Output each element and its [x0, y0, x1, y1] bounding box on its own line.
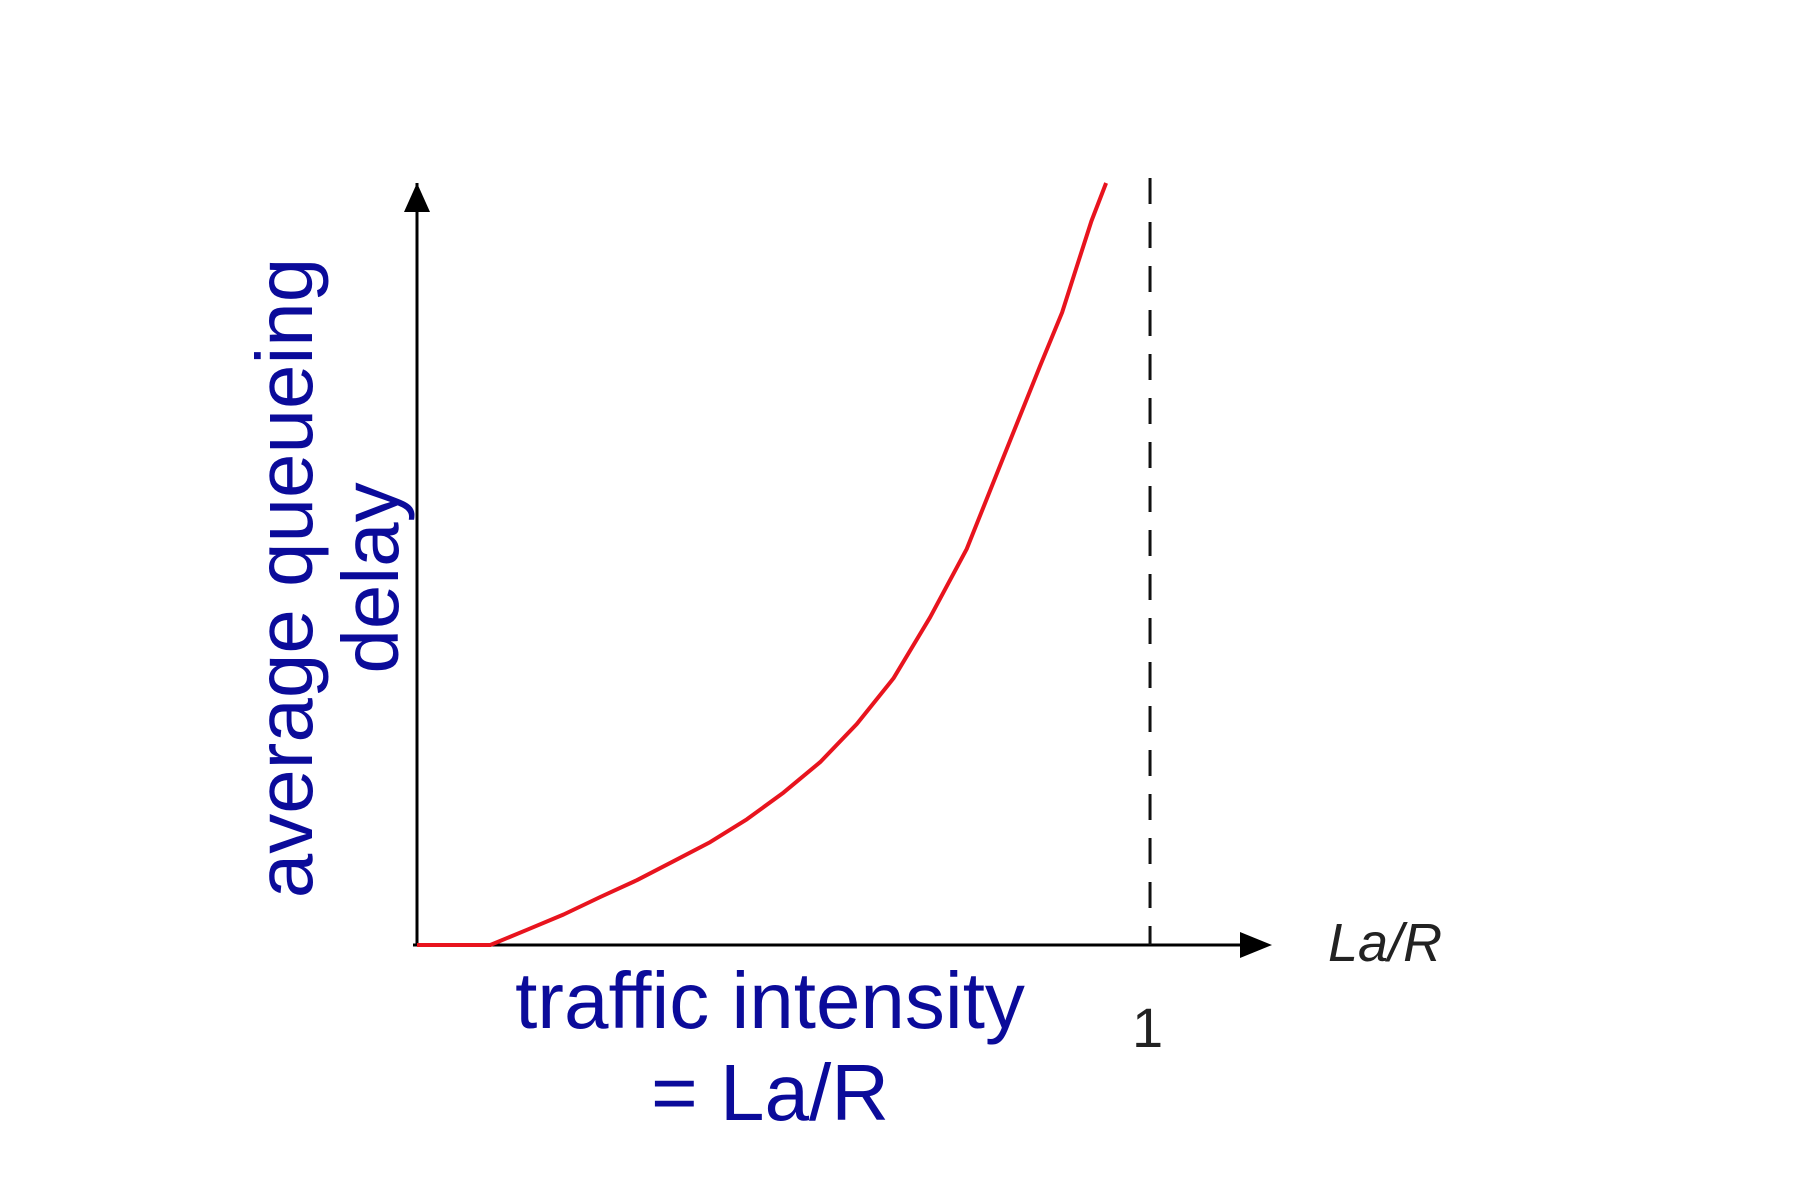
x-axis-label: traffic intensity = La/R: [490, 955, 1050, 1139]
x-tick-label: 1: [1132, 996, 1164, 1059]
x-axis-name: La/R: [1328, 913, 1443, 973]
y-axis-label-line-2: delay: [326, 482, 415, 674]
x-axis-arrowhead: [1240, 932, 1272, 958]
y-axis-arrowhead: [404, 183, 430, 212]
y-axis-label-line-1: average queueing: [240, 257, 329, 899]
delay-curve: [417, 182, 1108, 947]
x-axis-label-line-1: traffic intensity: [515, 956, 1025, 1045]
x-axis-label-line-2: = La/R: [651, 1048, 889, 1137]
